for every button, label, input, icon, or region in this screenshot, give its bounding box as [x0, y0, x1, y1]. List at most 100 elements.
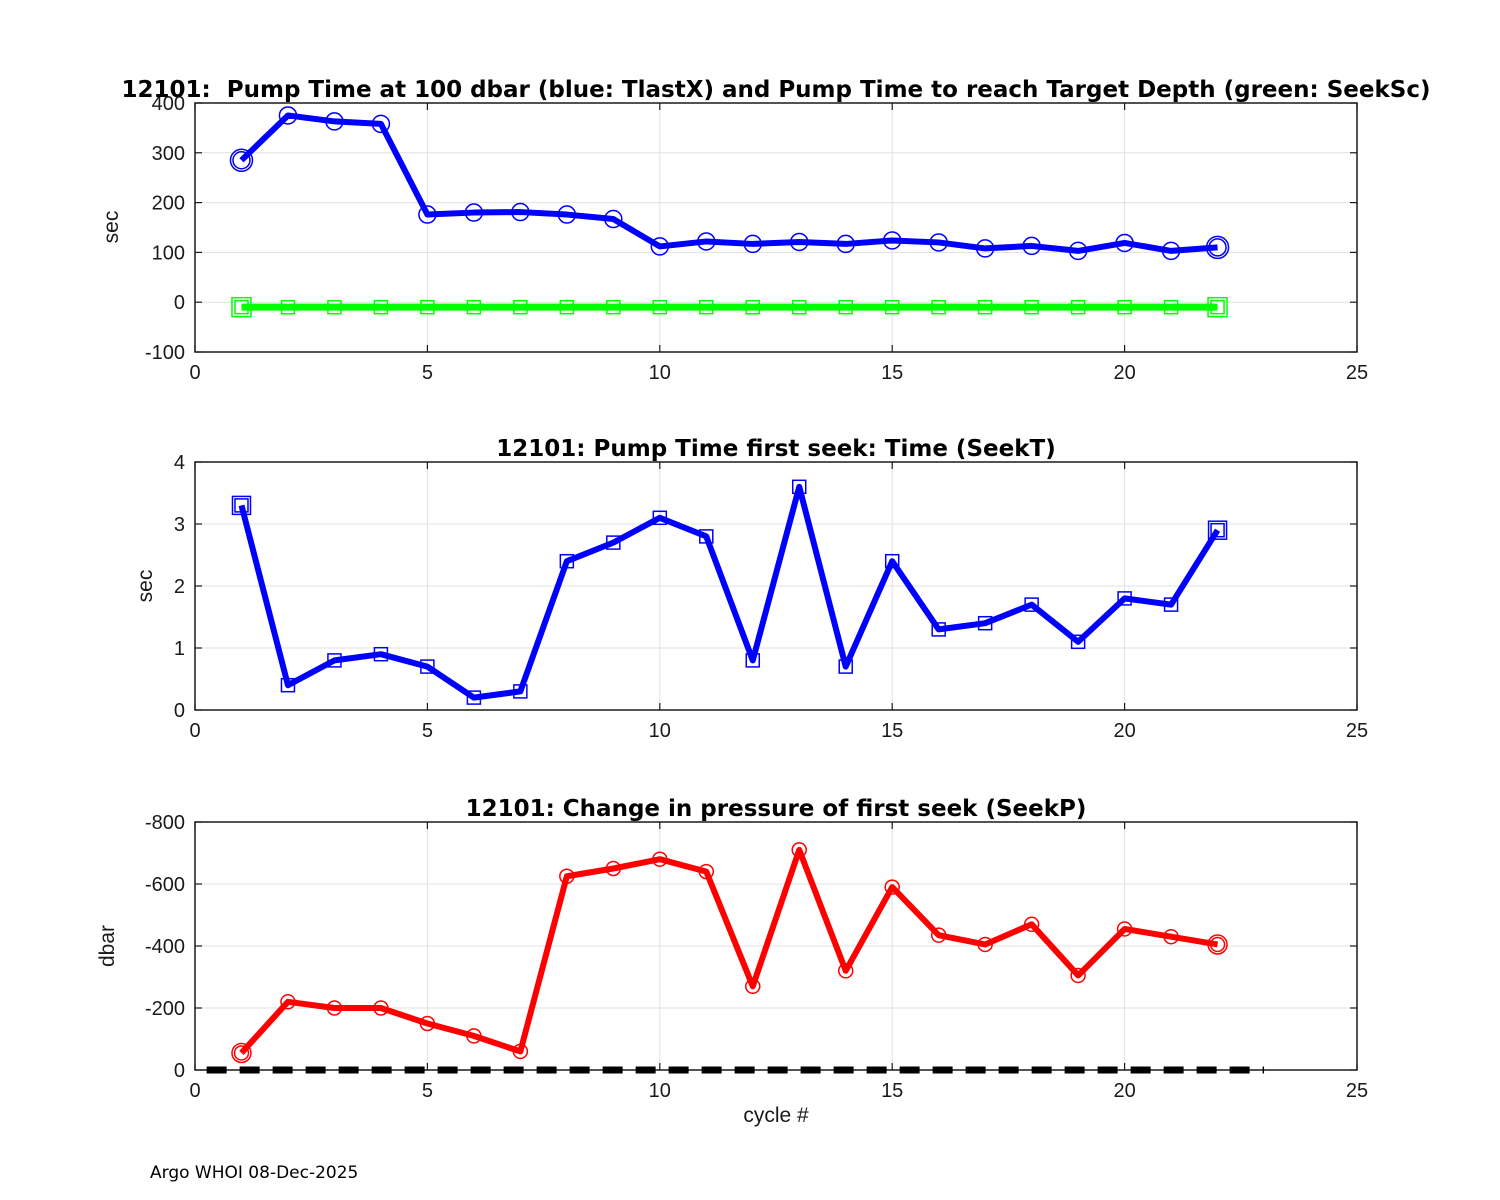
series-SeekT-marker: [1117, 591, 1132, 606]
series-SeekT-marker: [652, 510, 668, 526]
series-SeekSc-marker: [791, 299, 807, 315]
x-tick-label: 5: [422, 362, 433, 384]
series-SeekT-marker: [420, 659, 435, 674]
series-SeekSc-marker: [699, 299, 714, 315]
x-tick-label: 20: [1113, 1080, 1135, 1102]
y-tick-label: -400: [145, 936, 185, 958]
series-TlastX-marker: [1115, 233, 1134, 253]
series-SeekP-marker: [1209, 936, 1226, 953]
series-SeekT-marker: [977, 615, 993, 631]
series-SeekSc-marker: [745, 299, 761, 315]
x-tick-label: 20: [1113, 720, 1135, 742]
axes-box: [194, 102, 1358, 353]
series-TlastX-marker: [1205, 235, 1230, 260]
series-SeekP-marker: [745, 978, 761, 995]
chart3-title: 12101: Change in pressure of first seek …: [466, 796, 1087, 822]
series-TlastX-marker: [1208, 238, 1227, 257]
chart2-axes: 0 5 10 15 20 25 0 1 2 3 4: [174, 452, 1368, 742]
chart2-ylabel: sec: [134, 570, 157, 603]
series-SeekT-marker: [327, 653, 342, 668]
series-TlastX-marker: [789, 232, 809, 252]
series-SeekP-marker: [1207, 934, 1228, 955]
series-SeekT-marker: [513, 684, 528, 699]
y-tick-label: 0: [174, 700, 185, 722]
series-TlastX-line: [239, 112, 1218, 254]
y-tick-label: 300: [152, 143, 185, 165]
series-SeekSc-marker: [1117, 299, 1132, 315]
series-TlastX-marker: [975, 239, 995, 258]
series-SeekSc-marker: [420, 299, 435, 315]
y-tick-label: 4: [174, 452, 185, 474]
y-tick-label: -200: [145, 998, 185, 1020]
x-tick-label: 15: [881, 1080, 903, 1102]
series-SeekSc-marker: [234, 299, 249, 315]
series-SeekP-marker: [698, 863, 715, 880]
x-tick-label: 10: [649, 1080, 671, 1102]
series-SeekP-marker: [977, 936, 993, 953]
series-SeekSc-marker: [1070, 299, 1086, 315]
series-SeekP-marker: [652, 851, 668, 867]
series-SeekT-marker: [1210, 522, 1225, 538]
x-tick-label: 0: [189, 362, 200, 384]
footer-text: Argo WHOI 08-Dec-2025: [150, 1163, 358, 1183]
series-SeekSc-marker: [931, 299, 946, 315]
series-SeekP-marker: [466, 1028, 482, 1044]
y-tick-label: 2: [174, 576, 185, 598]
x-tick-label: 15: [881, 720, 903, 742]
series-SeekP-marker: [1023, 916, 1040, 933]
series-SeekSc-marker: [838, 299, 853, 315]
x-tick-label: 5: [422, 1080, 433, 1102]
series-SeekT-marker: [884, 553, 900, 569]
y-tick-label: 400: [152, 93, 185, 115]
series-TlastX-marker: [929, 233, 948, 252]
series-SeekP-marker: [884, 879, 900, 895]
series-SeekP-marker: [512, 1043, 529, 1060]
series-SeekT-marker: [606, 535, 621, 550]
series-SeekT-marker: [1163, 597, 1179, 612]
series-SeekT-marker: [791, 479, 807, 495]
chart1-ylabel: sec: [100, 211, 123, 244]
series-SeekSc-marker: [327, 299, 342, 315]
series-SeekT-line: [238, 483, 1221, 701]
chart1-title: 12101: Pump Time at 100 dbar (blue: Tlas…: [122, 77, 1431, 103]
series-SeekT-marker: [231, 495, 252, 516]
series-SeekT-marker: [931, 622, 946, 637]
series-SeekSc-marker: [559, 299, 575, 315]
series-SeekT-marker: [280, 677, 296, 693]
series-SeekSc-marker: [1210, 299, 1225, 315]
y-tick-label: -800: [145, 812, 185, 834]
series-TlastX-marker: [371, 114, 391, 134]
x-tick-label: 0: [189, 1080, 200, 1102]
x-tick-label: 25: [1346, 1080, 1368, 1102]
series-SeekP-marker: [837, 963, 854, 979]
series-SeekP-marker: [419, 1015, 436, 1032]
y-tick-label: 0: [174, 1060, 185, 1082]
x-tick-label: 20: [1113, 362, 1135, 384]
series-SeekSc-marker: [280, 299, 296, 315]
series-SeekP-marker: [1070, 967, 1086, 984]
series-TlastX-marker: [464, 203, 484, 222]
y-tick-label: 200: [152, 193, 185, 215]
series-SeekT-marker: [1207, 520, 1228, 540]
series-SeekT-marker: [373, 646, 389, 662]
series-TlastX-marker: [511, 202, 530, 222]
series-SeekSc-marker: [373, 299, 389, 315]
series-SeekT-marker: [1024, 597, 1039, 612]
series-SeekP-marker: [233, 1045, 250, 1061]
series-SeekP-marker: [930, 927, 947, 943]
series-SeekSc-marker: [466, 299, 482, 315]
series-SeekP-line: [239, 846, 1219, 1055]
x-tick-label: 10: [649, 362, 671, 384]
x-tick-label: 0: [189, 720, 200, 742]
series-TlastX-marker: [418, 205, 437, 224]
chart3-ylabel: dbar: [96, 925, 119, 967]
series-SeekP-marker: [231, 1042, 252, 1064]
series-SeekP-marker: [280, 994, 296, 1010]
series-TlastX-marker: [278, 106, 298, 125]
y-tick-label: 0: [174, 292, 185, 314]
series-SeekT-marker: [745, 653, 761, 668]
series-TlastX-marker: [1161, 241, 1181, 261]
series-TlastX-marker: [1022, 236, 1041, 256]
